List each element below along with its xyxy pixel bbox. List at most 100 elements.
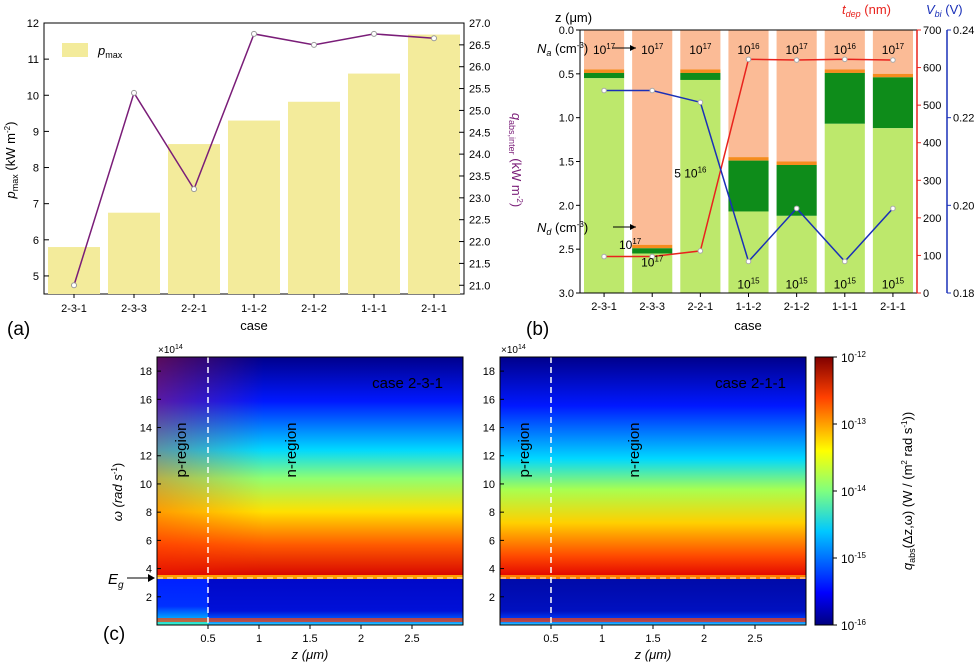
x-tick-label: 2-3-1 [591, 301, 617, 313]
n-region-block [584, 78, 625, 293]
y2-tick-label: 21.5 [469, 258, 490, 270]
qabs-point [71, 282, 77, 289]
tdep-tick-label: 400 [923, 138, 941, 150]
eg-arrowhead [148, 574, 155, 582]
heatmap-x-tick-label: 1.5 [302, 633, 317, 645]
y-tick-label: 0.0 [559, 25, 574, 37]
x-tick-label: 1-1-2 [241, 303, 267, 315]
depletion-n-block [728, 160, 769, 212]
n-region-label-right: n-region [626, 422, 643, 477]
x-tick-label: 2-2-1 [181, 303, 207, 315]
vbi-point [601, 87, 607, 94]
tdep-tick-label: 700 [923, 25, 941, 37]
p-region-block [632, 30, 673, 245]
heatmap-y-tick-label: 18 [140, 366, 152, 378]
p-region-block [728, 30, 769, 158]
na-value: 1017 [641, 42, 664, 57]
tdep-point [841, 56, 848, 63]
x-tick-label: 2-2-1 [688, 301, 714, 313]
heatmap-y-tick-label: 16 [140, 394, 152, 406]
nd-value-base: 5 10 [674, 166, 698, 180]
vbi-point [793, 205, 800, 212]
panel-c-xlabel-left: z (μm) [291, 647, 329, 662]
colorbar-tick-label-exp: -13 [854, 417, 866, 426]
y-tick-label: 1.5 [559, 157, 574, 169]
na-value-exp: 17 [799, 42, 808, 51]
n-region-label-left: n-region [283, 422, 300, 477]
tdep-tick-label: 100 [923, 250, 941, 262]
vbi-tick-label: 0.18 [953, 288, 974, 300]
na-arrowhead [630, 45, 636, 51]
panel-a-y2label: qabs,inter (kW m-2) [507, 113, 524, 207]
tdep-point [601, 253, 607, 260]
colorbar-tick-label-exp: -16 [854, 618, 866, 627]
junction-strip [872, 73, 913, 78]
legend-label-pmax: pmax [97, 43, 123, 60]
na-value-base: 10 [737, 43, 751, 57]
vbi-point [745, 258, 752, 265]
nd-value-exp: 17 [632, 237, 641, 246]
colorbar-tick-label-base: 10 [841, 619, 855, 633]
nd-value-base: 10 [786, 278, 800, 292]
heatmap-x-tick-label: 0.5 [543, 633, 558, 645]
y-tick-label: 10 [27, 90, 39, 102]
nd-value: 1015 [834, 277, 857, 292]
na-value-exp: 16 [751, 42, 760, 51]
heatmap-x-tick-label: 2.5 [747, 633, 762, 645]
na-value-base: 10 [641, 43, 655, 57]
vbi-tick-label: 0.20 [953, 200, 974, 212]
na-value-exp: 17 [895, 42, 904, 51]
colorbar-tick-label: 10-16 [841, 618, 866, 633]
depletion-n-block [824, 72, 865, 124]
panel-a-xlabel: case [240, 318, 267, 333]
heatmap-y-tick-label: 14 [483, 423, 495, 435]
nd-value-base: 10 [882, 278, 896, 292]
y-tick-label: 2.5 [559, 244, 574, 256]
heatmap-y-tick-label: 2 [146, 592, 152, 604]
colorbar-tick-label-exp: -15 [854, 551, 866, 560]
colorbar-label: qabs(Δz,ω) (W / (m2 rad s-1)) [900, 412, 917, 570]
vbi-axis-label: Vbi (V) [926, 2, 963, 19]
panel-b-ylabel: z (μm) [555, 10, 592, 25]
colorbar-tick-label: 10-15 [841, 551, 866, 566]
eg-label: Eg [108, 571, 124, 591]
nd-annotation: Nd (cm-3) [537, 220, 588, 237]
panel-b-chart: 0.0 0.5 1.0 1.5 2.0 2.5 3.0 0 100 200 300 400 500 60… [526, 2, 974, 340]
heatmap-right: case 2-1-1 p-region n-region [499, 356, 807, 626]
junction-strip [776, 161, 817, 166]
tdep-point [697, 248, 704, 254]
junction-strip [584, 69, 625, 73]
heatmap-y-tick-label: 10 [140, 479, 152, 491]
na-value: 1016 [834, 42, 857, 57]
colorbar-tick-label-base: 10 [841, 552, 855, 566]
colorbar-tick-label: 10-12 [841, 350, 866, 365]
na-value-exp: 17 [703, 42, 712, 51]
vbi-point [890, 205, 896, 212]
vbi-point [697, 99, 704, 106]
heatmap-left-lower-n [208, 578, 463, 625]
tdep-tick-label: 300 [923, 175, 941, 187]
heatmap-x-tick-label: 1 [599, 633, 605, 645]
tdep-point [890, 57, 896, 63]
qabs-point [251, 30, 257, 37]
heatmap-y-tick-label: 2 [489, 592, 495, 604]
y2-tick-label: 26.5 [469, 40, 490, 52]
nd-value-base: 10 [834, 278, 848, 292]
panel-a-chart: 5 6 7 8 9 10 11 12 21.0 21.5 22.0 22.5 23.0 23.5 24.0… [3, 18, 524, 340]
na-value: 1017 [786, 42, 809, 57]
nd-value-exp: 15 [895, 277, 904, 286]
y-tick-label: 11 [28, 54, 39, 66]
na-value: 1016 [737, 42, 760, 57]
colorbar [814, 356, 834, 626]
heatmap-y-tick-label: 10 [483, 479, 495, 491]
vbi-point [649, 87, 656, 94]
x-tick-label: 1-1-2 [736, 301, 762, 313]
qabs-point [311, 41, 317, 48]
heatmap-x-tick-label: 2.5 [404, 633, 419, 645]
n-region-block [824, 123, 865, 293]
heatmap-x-tick-label: 0.5 [200, 633, 215, 645]
x-tick-label: 2-1-1 [421, 303, 447, 315]
pmax-bar [348, 73, 400, 294]
x-tick-label: 1-1-1 [361, 303, 387, 315]
